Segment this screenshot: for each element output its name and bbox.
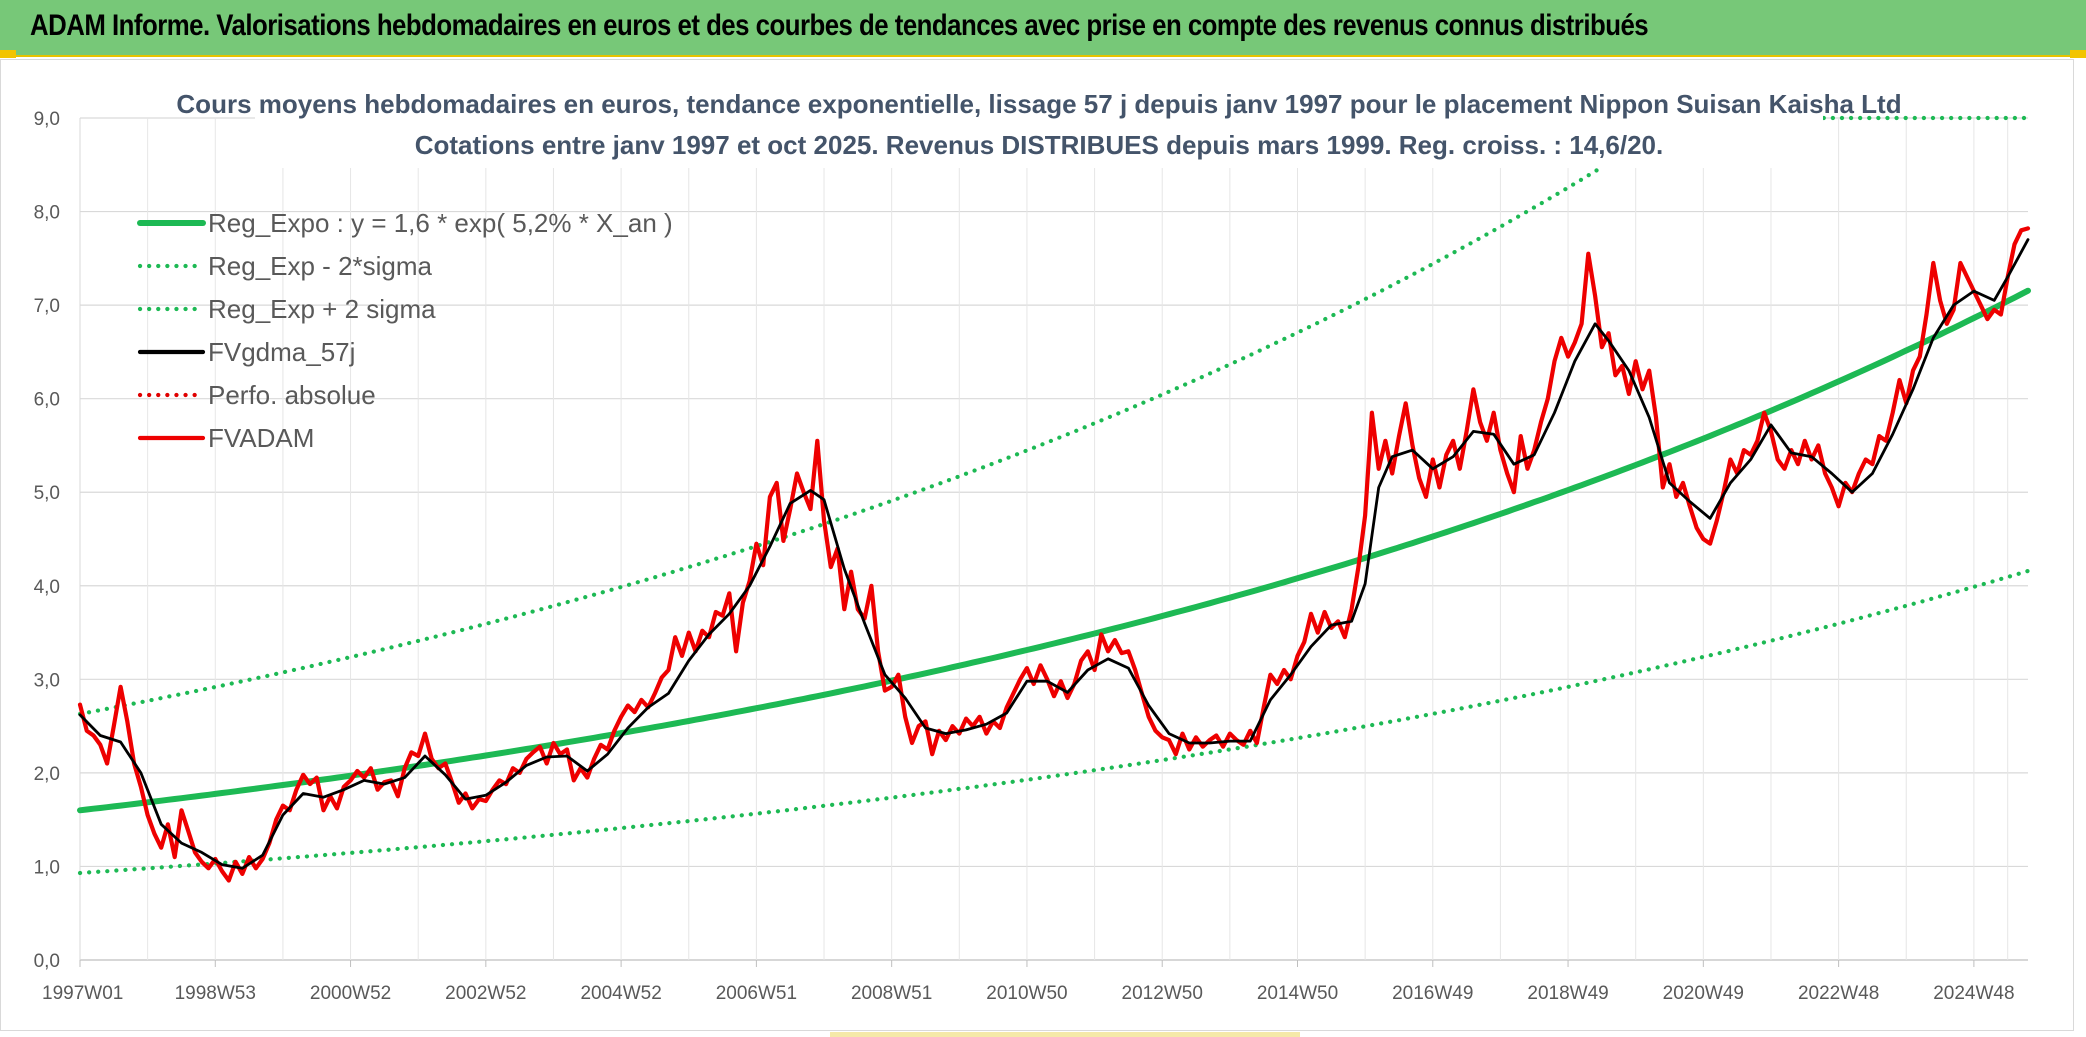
- series-line-5: [77, 226, 2031, 883]
- legend-label: FVADAM: [208, 423, 314, 453]
- legend: Reg_Expo : y = 1,6 * exp( 5,2% * X_an ) R…: [137, 208, 673, 453]
- chart-title: Cours moyens hebdomadaires en euros, ten…: [176, 89, 1901, 119]
- gridlines: [79, 117, 2028, 961]
- corner-accent-right: [2070, 50, 2086, 58]
- x-tick-label: 2024W48: [1933, 983, 2014, 1004]
- title-background: [255, 86, 1823, 168]
- chart-frame: [0, 59, 2074, 1031]
- legend-label: Reg_Expo : y = 1,6 * exp( 5,2% * X_an ): [208, 208, 673, 238]
- legend-label: Reg_Exp - 2*sigma: [208, 251, 433, 281]
- x-tick-label: 2016W49: [1392, 983, 1473, 1004]
- y-axis-ticks: 0,0 1,0 2,0 3,0 4,0 5,0 6,0 7,0 8,0 9,0: [34, 109, 60, 972]
- x-tick-label: 2006W51: [716, 983, 797, 1004]
- x-tick-label: 2022W48: [1798, 983, 1879, 1004]
- x-tick-label: 2010W50: [986, 983, 1067, 1004]
- chart-subtitle: Cotations entre janv 1997 et oct 2025. R…: [415, 130, 1664, 160]
- x-tick-label: 1998W53: [175, 983, 256, 1004]
- header-banner: ADAM Informe. Valorisations hebdomadaire…: [0, 0, 2086, 57]
- legend-label: Reg_Exp + 2 sigma: [208, 294, 436, 324]
- y-tick-label: 2,0: [34, 764, 60, 785]
- x-tick-label: 2012W50: [1122, 983, 1203, 1004]
- y-tick-label: 6,0: [34, 390, 60, 411]
- y-tick-label: 1,0: [34, 857, 60, 878]
- legend-label: FVgdma_57j: [208, 337, 355, 367]
- x-tick-label: 2002W52: [445, 983, 526, 1004]
- x-tick-label: 2014W50: [1257, 983, 1338, 1004]
- y-tick-label: 5,0: [34, 483, 60, 504]
- series-line-2: [77, 161, 1611, 716]
- series-line-1: [77, 568, 2031, 876]
- series-line-0: [77, 287, 2031, 814]
- x-tick-label: 2018W49: [1527, 983, 1608, 1004]
- x-tick-label: 2000W52: [310, 983, 391, 1004]
- x-tick-label: 1997W01: [42, 983, 123, 1004]
- y-tick-label: 4,0: [34, 577, 60, 598]
- series-lines: [77, 115, 2031, 883]
- y-tick-label: 8,0: [34, 203, 60, 224]
- x-tick-label: 2020W49: [1663, 983, 1744, 1004]
- y-tick-label: 0,0: [34, 951, 60, 972]
- corner-accent-left: [0, 50, 16, 58]
- bottom-accent-strip: [830, 1032, 1300, 1037]
- x-tick-label: 2004W52: [580, 983, 661, 1004]
- legend-label: Perfo. absolue: [208, 380, 376, 410]
- y-tick-label: 7,0: [34, 296, 60, 317]
- series-line-3: [78, 238, 2030, 870]
- y-tick-label: 9,0: [34, 109, 60, 130]
- banner-title: ADAM Informe. Valorisations hebdomadaire…: [30, 9, 1649, 42]
- x-axis-ticks: 1997W01 1998W53 2000W52 2002W52 2004W52 2006W…: [42, 960, 2015, 1004]
- y-tick-label: 3,0: [34, 670, 60, 691]
- x-tick-label: 2008W51: [851, 983, 932, 1004]
